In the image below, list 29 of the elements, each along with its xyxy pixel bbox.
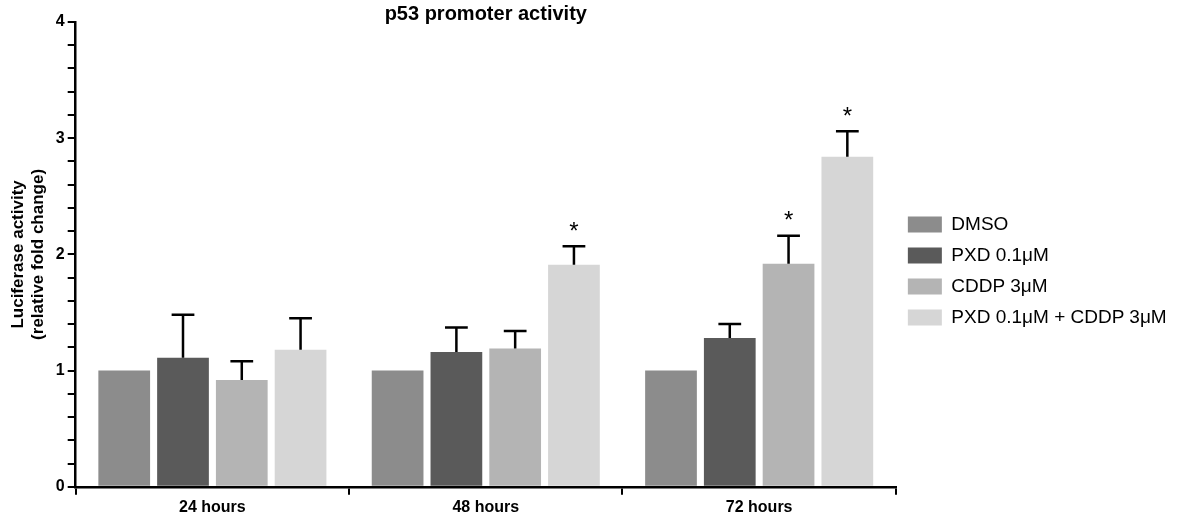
bar (548, 264, 600, 486)
data-label: * (569, 216, 579, 244)
bar (703, 338, 756, 486)
bar (645, 370, 697, 486)
bar (430, 352, 483, 486)
y-tick-label: 4 (55, 12, 65, 30)
y-tick-label: 3 (55, 128, 65, 146)
y-axis-title: Luciferase activity (relative fold change) (7, 168, 48, 340)
bar (762, 263, 815, 486)
bar (98, 370, 151, 486)
legend-label: PXD 0.1μM (951, 243, 1049, 265)
x-tick-label: 48 hours (452, 497, 520, 515)
bar (821, 156, 874, 486)
legend-label: PXD 0.1μM + CDDP 3μM (951, 305, 1167, 327)
bar (157, 357, 209, 486)
bar (215, 379, 268, 486)
legend-label: DMSO (951, 212, 1009, 234)
bar (274, 349, 327, 486)
x-tick-label: 72 hours (725, 497, 793, 515)
legend-label: CDDP 3μM (951, 274, 1048, 296)
y-tick-label: 0 (55, 477, 65, 495)
data-label: * (842, 101, 852, 129)
y-tick-label: 1 (55, 361, 65, 379)
bar (371, 370, 424, 486)
bar (489, 348, 542, 486)
y-tick-label: 2 (55, 244, 65, 262)
chart-title: p53 promoter activity (384, 1, 588, 24)
data-label: * (783, 206, 794, 234)
x-tick-label: 24 hours (179, 497, 246, 515)
